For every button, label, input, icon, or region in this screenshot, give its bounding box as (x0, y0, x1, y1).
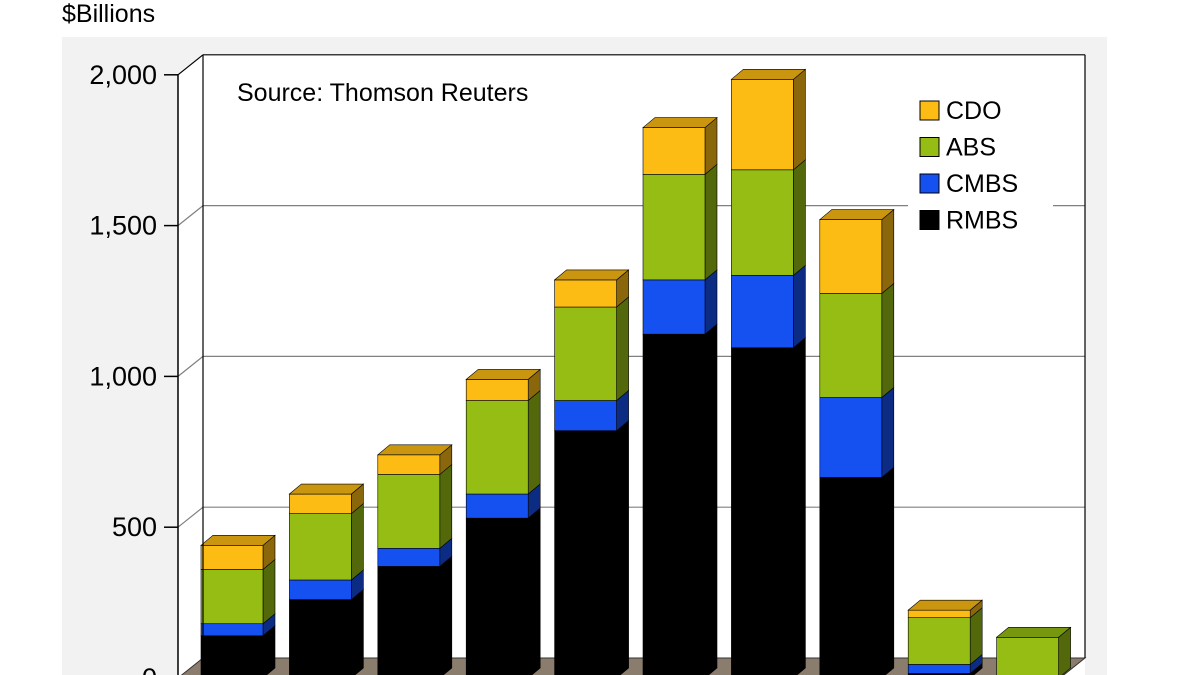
bar-top-face (553, 269, 630, 281)
y-tick-label: 500 (112, 512, 157, 542)
bar-segment-rmbs (819, 477, 883, 675)
legend-swatch-rmbs (919, 210, 940, 230)
bar-side-abs (527, 389, 541, 495)
bar-side-rmbs (793, 337, 806, 675)
bar-segment-cmbs (819, 397, 883, 478)
bar-side-abs (351, 502, 364, 581)
bar-side-cmbs (793, 264, 806, 349)
bar-side-rmbs (351, 588, 364, 675)
legend-swatch-cmbs (919, 173, 940, 194)
bar-segment-cdo (642, 127, 706, 175)
plot-frame (177, 54, 1086, 675)
bar-segment-rmbs (554, 430, 617, 675)
bar-top-face (642, 117, 718, 128)
bar-segment-abs (819, 293, 883, 398)
bar-side-rmbs (616, 420, 629, 675)
bar-side-rmbs (704, 323, 718, 675)
bar-segment-cmbs (200, 623, 264, 637)
bar-segment-abs (200, 569, 264, 625)
frame-corner (177, 54, 204, 76)
bar-segment-abs (465, 400, 529, 495)
bar-segment-cdo (289, 493, 352, 514)
bar-side-cdo (881, 208, 895, 295)
bar-segment-abs (996, 636, 1059, 675)
bar-top-face (907, 599, 984, 611)
bar-top-face (376, 444, 453, 456)
bar-side-rmbs (527, 507, 541, 675)
legend-label-cdo: CDO (946, 97, 1002, 125)
bar-side-cdo (793, 68, 806, 171)
y-tick-label: 1,500 (89, 211, 157, 241)
y-axis-label: $Billions (62, 0, 155, 28)
bar-segment-abs (907, 617, 971, 665)
bars (200, 68, 1072, 675)
y-tick-label: 1,000 (89, 361, 157, 391)
bar-top-face (995, 626, 1072, 638)
bar-segment-rmbs (642, 333, 706, 675)
bar-top-face (200, 534, 276, 546)
bar-segment-cmbs (465, 493, 529, 519)
bar-segment-cdo (200, 544, 264, 570)
y-tick-label: 2,000 (89, 60, 157, 90)
bar-segment-abs (554, 306, 617, 401)
bar-segment-abs (289, 513, 352, 581)
bar-segment-cdo (731, 79, 794, 171)
legend: CDO ABS CMBS RMBS (908, 92, 1053, 238)
bar-side-rmbs (881, 466, 895, 675)
bar-segment-cdo (819, 219, 883, 294)
bar-segment-rmbs (200, 635, 264, 675)
bar-segment-abs (642, 174, 706, 281)
bar-segment-cmbs (554, 400, 617, 431)
bar-top-face (730, 69, 807, 80)
gridline-side (177, 205, 204, 227)
source-annotation: Source: Thomson Reuters (237, 79, 528, 107)
bar-segment-abs (731, 169, 794, 276)
y-axis: 0 500 1,000 1,500 2,000 (89, 60, 179, 675)
bar-top-face (465, 369, 542, 380)
gridline-side (177, 506, 204, 528)
bar-side-cmbs (704, 269, 718, 335)
bar-segment-cmbs (907, 664, 971, 674)
bar-segment-rmbs (731, 347, 794, 675)
bar-segment-cmbs (377, 548, 441, 567)
bar-side-abs (262, 558, 276, 625)
bar-side-cmbs (881, 386, 895, 479)
bar-top-face (818, 209, 895, 220)
bar-segment-cmbs (731, 275, 794, 349)
plot-side-wall (178, 54, 203, 675)
legend-label-cmbs: CMBS (946, 170, 1018, 198)
gridline-side (177, 355, 204, 377)
legend-label-rmbs: RMBS (946, 207, 1018, 235)
bar-segment-cdo (554, 279, 617, 308)
bar-top-face (288, 483, 365, 495)
bar-segment-cdo (377, 454, 441, 475)
bar-segment-rmbs (377, 566, 441, 675)
bar-side-abs (881, 282, 895, 399)
bar-segment-rmbs (289, 599, 352, 675)
bar-side-abs (793, 159, 806, 277)
bar-side-abs (704, 163, 718, 281)
bar-segment-rmbs (465, 517, 529, 675)
legend-swatch-cdo (919, 100, 940, 121)
legend-swatch-abs (919, 137, 940, 157)
bar-side-rmbs (439, 555, 453, 675)
bar-side-abs (616, 296, 629, 402)
y-tick-label: 0 (142, 663, 157, 675)
legend-label-abs: ABS (946, 134, 996, 162)
bar-segment-cmbs (642, 279, 706, 335)
bar-segment-cdo (465, 379, 529, 401)
bar-segment-cmbs (289, 579, 352, 600)
bar-side-abs (439, 463, 453, 549)
bar-segment-cdo (907, 609, 971, 618)
bar-segment-abs (377, 474, 441, 549)
